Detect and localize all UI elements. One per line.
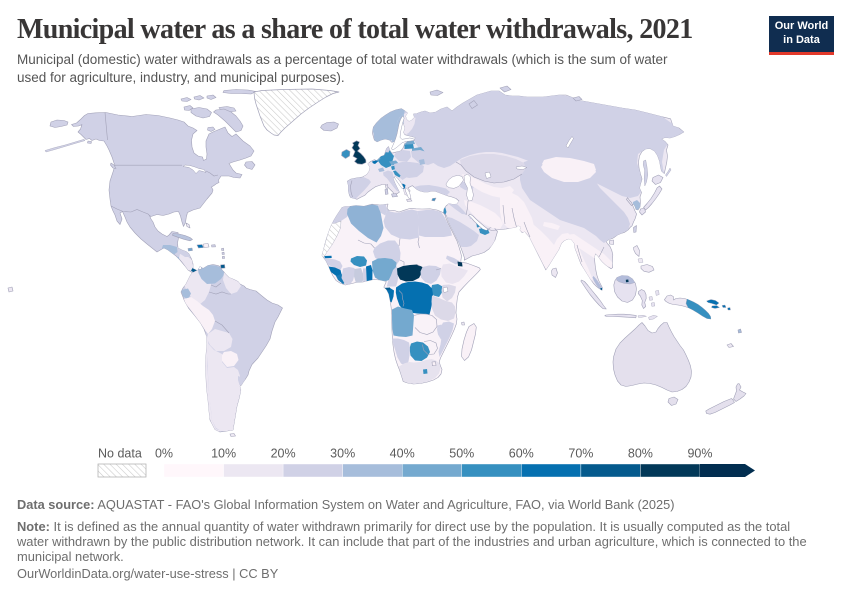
svg-text:No data: No data	[98, 447, 142, 461]
svg-text:60%: 60%	[509, 447, 534, 461]
svg-text:40%: 40%	[390, 447, 415, 461]
svg-text:80%: 80%	[628, 447, 653, 461]
svg-text:90%: 90%	[687, 447, 712, 461]
svg-text:30%: 30%	[330, 447, 355, 461]
svg-text:50%: 50%	[449, 447, 474, 461]
svg-text:10%: 10%	[211, 447, 236, 461]
svg-text:70%: 70%	[568, 447, 593, 461]
svg-text:0%: 0%	[155, 447, 173, 461]
svg-text:20%: 20%	[271, 447, 296, 461]
